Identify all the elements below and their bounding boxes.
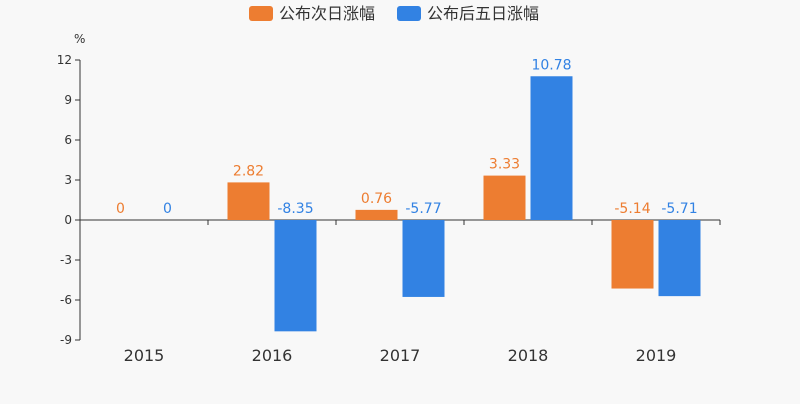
bar[interactable] (658, 220, 701, 297)
data-label: 3.33 (489, 157, 520, 173)
y-tick-label: -3 (60, 253, 72, 267)
data-label: -8.35 (277, 201, 313, 217)
data-label: -5.14 (614, 201, 650, 217)
y-tick-label: -9 (60, 333, 72, 347)
y-tick-label: 9 (64, 93, 72, 107)
data-labels: 0 2.82 0.76 3.33 -5.14 0 -8.35 -5.77 10.78 -5.71 (116, 57, 698, 217)
y-axis-unit-label: % (74, 32, 85, 46)
data-label: -5.71 (661, 201, 697, 217)
y-tick-label: 0 (64, 213, 72, 227)
legend: 公布次日涨幅 公布后五日涨幅 (249, 4, 539, 23)
y-axis: 12 9 6 3 0 -3 -6 -9 (57, 53, 81, 347)
bar[interactable] (483, 175, 526, 220)
data-label: 2.82 (233, 163, 264, 179)
x-tick-label: 2015 (124, 346, 165, 365)
bar[interactable] (530, 76, 573, 221)
y-tick-label: 12 (57, 53, 72, 67)
y-tick-label: 6 (64, 133, 72, 147)
data-label: 10.78 (531, 57, 571, 73)
bar[interactable] (227, 182, 270, 220)
legend-label: 公布次日涨幅 (279, 4, 375, 23)
data-label: 0 (116, 201, 125, 217)
data-label: 0 (163, 201, 172, 217)
bar[interactable] (355, 209, 398, 220)
x-tick-label: 2016 (252, 346, 293, 365)
legend-item[interactable]: 公布后五日涨幅 (397, 4, 539, 23)
legend-swatch (397, 6, 421, 21)
bar[interactable] (611, 220, 654, 289)
legend-label: 公布后五日涨幅 (427, 4, 539, 23)
legend-swatch (249, 6, 273, 21)
bars (227, 76, 701, 332)
x-tick-label: 2018 (508, 346, 549, 365)
x-tick-label: 2019 (636, 346, 677, 365)
data-label: -5.77 (405, 201, 441, 217)
bar[interactable] (274, 220, 317, 332)
bar[interactable] (402, 220, 445, 297)
x-tick-label: 2017 (380, 346, 421, 365)
legend-item[interactable]: 公布次日涨幅 (249, 4, 375, 23)
data-label: 0.76 (361, 191, 392, 207)
y-tick-label: -6 (60, 293, 72, 307)
y-tick-label: 3 (64, 173, 72, 187)
